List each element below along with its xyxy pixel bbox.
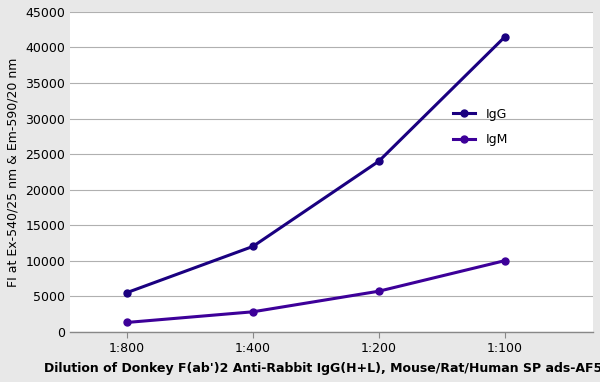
X-axis label: Dilution of Donkey F(ab')2 Anti-Rabbit IgG(H+L), Mouse/Rat/Human SP ads-AF555: Dilution of Donkey F(ab')2 Anti-Rabbit I… — [44, 362, 600, 375]
IgM — [501, 258, 508, 263]
IgM — [250, 309, 257, 314]
IgG — [124, 290, 131, 295]
Legend: IgG, IgM: IgG, IgM — [453, 108, 508, 146]
IgG — [501, 34, 508, 39]
IgM — [124, 320, 131, 325]
Line: IgG: IgG — [124, 33, 508, 296]
Line: IgM: IgM — [124, 257, 508, 326]
IgM — [375, 289, 382, 293]
IgG — [250, 244, 257, 249]
IgG — [375, 159, 382, 163]
Y-axis label: FI at Ex-540/25 nm & Em-590/20 nm: FI at Ex-540/25 nm & Em-590/20 nm — [7, 57, 20, 286]
